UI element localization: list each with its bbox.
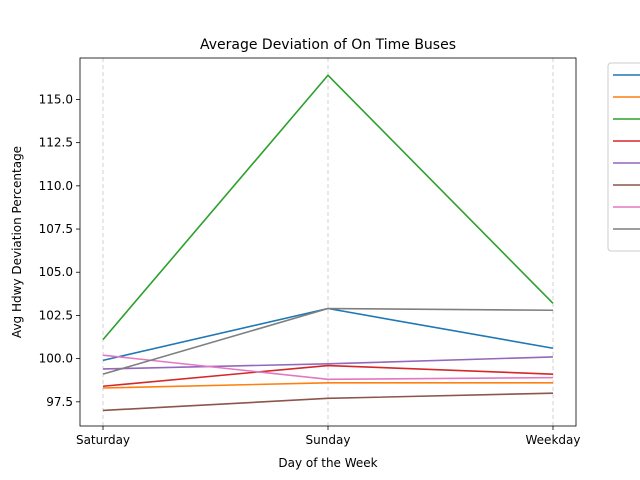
x-axis-ticks: Saturday Sunday Weekday: [76, 426, 581, 447]
y-axis-label: Avg Hdwy Deviation Percentage: [10, 146, 24, 338]
y-tick-label: 100.0: [39, 352, 73, 366]
series-line-4: [102, 364, 554, 388]
series-line-7: [102, 354, 554, 381]
x-tick-label: Weekday: [526, 433, 581, 447]
series-line-8: [102, 307, 554, 375]
series-line-2: [102, 382, 553, 389]
series-line-5: [102, 356, 554, 370]
x-tick-label: Sunday: [306, 433, 351, 447]
y-tick-label: 105.0: [39, 265, 73, 279]
series-line-6: [102, 392, 554, 412]
y-tick-label: 110.0: [39, 179, 73, 193]
y-tick-label: 112.5: [39, 136, 73, 150]
x-tick-label: Saturday: [76, 433, 130, 447]
y-tick-label: 102.5: [39, 308, 73, 322]
y-tick-label: 107.5: [39, 222, 73, 236]
y-tick-label: 115.0: [39, 92, 73, 106]
chart-title: Average Deviation of On Time Buses: [200, 37, 456, 53]
series-lines: [102, 74, 554, 412]
series-line-3: [102, 74, 554, 341]
legend: [607, 62, 640, 252]
y-tick-label: 97.5: [46, 395, 73, 409]
y-axis-ticks: 97.5 100.0 102.5 105.0 107.5 110.0 112.5 115.0: [39, 92, 80, 409]
x-axis-label: Day of the Week: [278, 456, 377, 470]
legend-box: [607, 62, 640, 252]
grid: [102, 58, 554, 426]
